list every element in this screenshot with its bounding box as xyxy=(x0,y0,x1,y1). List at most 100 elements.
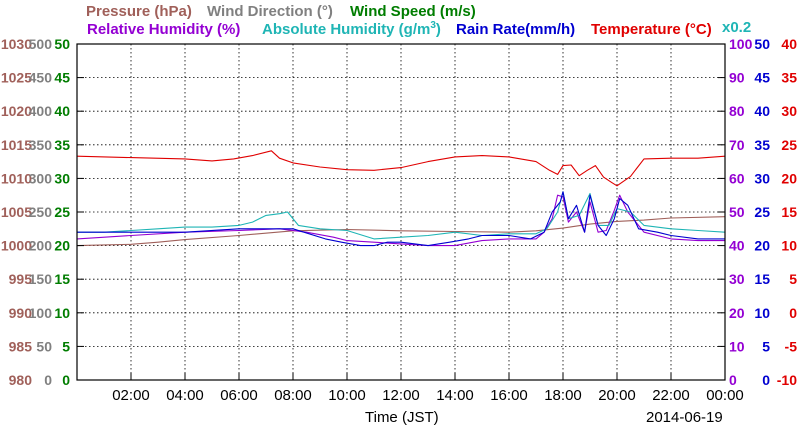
pressure-axis-tick-label: 1005 xyxy=(1,204,32,220)
left-axes: 9809859909951000100510101015102010251030… xyxy=(1,36,84,388)
temperature-axis-tick-label: 0 xyxy=(789,305,797,321)
humidity-axis-tick-label: 0 xyxy=(729,372,737,388)
wind-speed-axis-tick-label: 25 xyxy=(54,204,70,220)
pressure-axis-tick-label: 1000 xyxy=(1,238,32,254)
humidity-axis-tick-label: 100 xyxy=(729,36,753,52)
rain-rate-title: Rain Rate(mm/h) xyxy=(456,21,575,38)
pressure-axis-tick-label: 995 xyxy=(9,271,33,287)
x-tick-label: 12:00 xyxy=(382,387,420,404)
rain-rate-axis-tick-label: 10 xyxy=(754,305,770,321)
rain-rate-axis-tick-label: 15 xyxy=(754,271,770,287)
series-line-temperature xyxy=(76,150,726,187)
wind-direction-axis-tick-label: 50 xyxy=(36,338,52,354)
rain-rate-axis-tick-label: 5 xyxy=(762,338,770,354)
temperature-axis-tick-label: 35 xyxy=(781,70,797,86)
wind-speed-axis-tick-label: 10 xyxy=(54,305,70,321)
temperature-axis-tick-label: 10 xyxy=(781,238,797,254)
wind-direction-axis-tick-label: 100 xyxy=(29,305,53,321)
humidity-axis-tick-label: 60 xyxy=(729,170,745,186)
x-tick-label: 22:00 xyxy=(652,387,690,404)
right-axes: 0102030405060708090100051015202530354045… xyxy=(718,36,797,388)
rain-rate-axis-tick-label: 25 xyxy=(754,204,770,220)
rain-rate-axis-tick-label: 20 xyxy=(754,238,770,254)
wind-speed-axis-tick-label: 50 xyxy=(54,36,70,52)
humidity-axis-tick-label: 30 xyxy=(729,271,745,287)
absolute-humidity-title: Absolute Humidity (g/m3) xyxy=(262,20,441,38)
wind-speed-axis-tick-label: 20 xyxy=(54,238,70,254)
temperature-axis-tick-label: 5 xyxy=(789,271,797,287)
wind-speed-axis-tick-label: 5 xyxy=(62,338,70,354)
series-line-abs-humidity xyxy=(77,191,726,240)
rain-rate-axis-tick-label: 50 xyxy=(754,36,770,52)
pressure-axis-tick-label: 980 xyxy=(9,372,33,388)
x-tick-label: 16:00 xyxy=(490,387,528,404)
absolute-humidity-title-main: Absolute Humidity (g/m xyxy=(262,21,430,38)
x-tick-label: 18:00 xyxy=(544,387,582,404)
wind-direction-axis-tick-label: 400 xyxy=(29,103,53,119)
humidity-axis-tick-label: 20 xyxy=(729,305,745,321)
temperature-axis-tick-label: 30 xyxy=(781,103,797,119)
data-series xyxy=(76,150,726,247)
humidity-axis-tick-label: 10 xyxy=(729,338,745,354)
x-axis-label: Time (JST) xyxy=(365,409,439,426)
humidity-axis-tick-label: 70 xyxy=(729,137,745,153)
pressure-axis-tick-label: 1015 xyxy=(1,137,32,153)
wind-direction-axis-tick-label: 350 xyxy=(29,137,53,153)
wind-speed-axis-tick-label: 45 xyxy=(54,70,70,86)
wind-speed-axis-tick-label: 0 xyxy=(62,372,70,388)
grid-lines xyxy=(77,44,725,380)
x-tick-label: 14:00 xyxy=(436,387,474,404)
wind-speed-axis-tick-label: 30 xyxy=(54,170,70,186)
pressure-axis-tick-label: 990 xyxy=(9,305,33,321)
wind-speed-axis-tick-label: 35 xyxy=(54,137,70,153)
wind-speed-title: Wind Speed (m/s) xyxy=(350,3,476,20)
wind-speed-axis-tick-label: 40 xyxy=(54,103,70,119)
rain-rate-axis-tick-label: 35 xyxy=(754,137,770,153)
wind-direction-axis-tick-label: 200 xyxy=(29,238,53,254)
humidity-axis-tick-label: 80 xyxy=(729,103,745,119)
rain-rate-axis-tick-label: 30 xyxy=(754,170,770,186)
rain-rate-axis-tick-label: 40 xyxy=(754,103,770,119)
x-tick-label: 08:00 xyxy=(274,387,312,404)
wind-direction-axis-tick-label: 300 xyxy=(29,170,53,186)
temperature-axis-tick-label: 25 xyxy=(781,137,797,153)
x-tick-label: 06:00 xyxy=(220,387,258,404)
pressure-axis-tick-label: 1020 xyxy=(1,103,32,119)
wind-direction-axis-tick-label: 450 xyxy=(29,70,53,86)
temperature-axis-tick-label: -5 xyxy=(785,338,798,354)
multiplier-label: x0.2 xyxy=(722,19,751,36)
x-tick-label: 02:00 xyxy=(112,387,150,404)
absolute-humidity-title-close: ) xyxy=(436,21,441,38)
relative-humidity-title: Relative Humidity (%) xyxy=(87,21,240,38)
temperature-axis-tick-label: 15 xyxy=(781,204,797,220)
wind-direction-axis-tick-label: 250 xyxy=(29,204,53,220)
temperature-axis-tick-label: 40 xyxy=(781,36,797,52)
humidity-axis-tick-label: 40 xyxy=(729,238,745,254)
pressure-axis-tick-label: 1010 xyxy=(1,170,32,186)
temperature-title: Temperature (°C) xyxy=(591,21,712,38)
x-tick-label: 00:00 xyxy=(706,387,744,404)
rain-rate-axis-tick-label: 0 xyxy=(762,372,770,388)
pressure-axis-tick-label: 985 xyxy=(9,338,33,354)
x-axis-ticks: 02:00 04:00 06:00 08:00 10:00 12:00 14:00 16:00… xyxy=(112,373,744,404)
pressure-title: Pressure (hPa) xyxy=(86,3,192,20)
temperature-axis-tick-label: -10 xyxy=(777,372,797,388)
wind-speed-axis-tick-label: 15 xyxy=(54,271,70,287)
wind-direction-axis-tick-label: 500 xyxy=(29,36,53,52)
temperature-axis-tick-label: 20 xyxy=(781,170,797,186)
pressure-axis-tick-label: 1030 xyxy=(1,36,32,52)
pressure-axis-tick-label: 1025 xyxy=(1,70,32,86)
humidity-axis-tick-label: 90 xyxy=(729,70,745,86)
absolute-humidity-title-sup: 3 xyxy=(430,20,436,31)
date-label: 2014-06-19 xyxy=(646,409,723,426)
x-tick-label: 10:00 xyxy=(328,387,366,404)
wind-direction-axis-tick-label: 150 xyxy=(29,271,53,287)
x-tick-label: 20:00 xyxy=(598,387,636,404)
wind-direction-axis-tick-label: 0 xyxy=(44,372,52,388)
rain-rate-axis-tick-label: 45 xyxy=(754,70,770,86)
humidity-axis-tick-label: 50 xyxy=(729,204,745,220)
series-line-pressure xyxy=(76,216,726,247)
x-tick-label: 04:00 xyxy=(166,387,204,404)
wind-direction-title: Wind Direction (°) xyxy=(207,3,333,20)
